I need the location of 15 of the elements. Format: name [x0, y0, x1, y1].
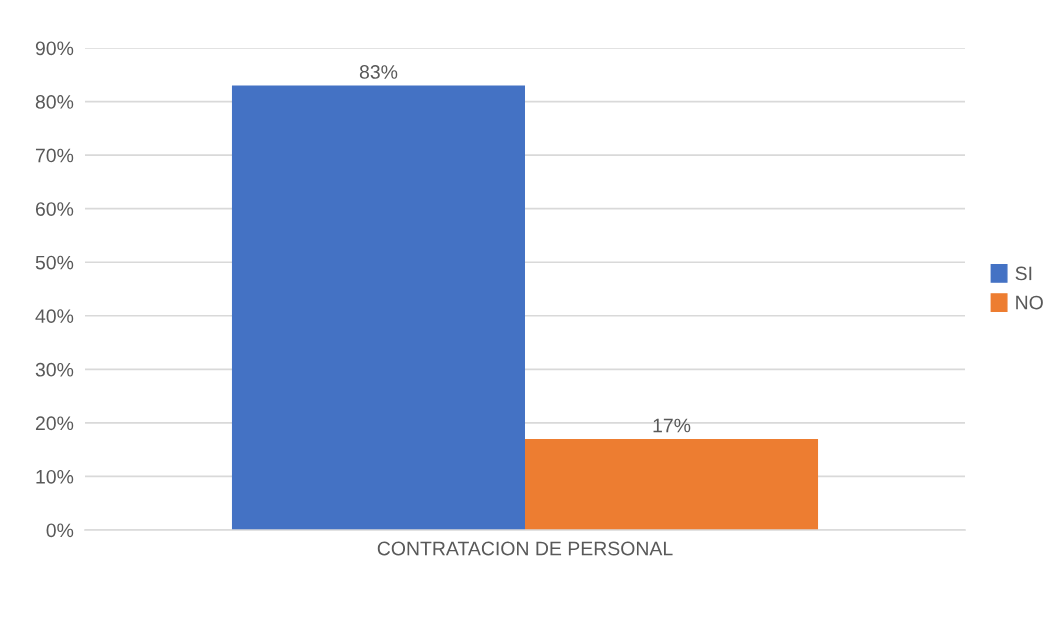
y-tick-label: 70%: [35, 148, 74, 163]
y-tick-label: 90%: [35, 41, 74, 56]
y-tick-label: 10%: [36, 469, 74, 484]
data-label: 83%: [359, 65, 398, 79]
data-label: 17%: [653, 418, 691, 433]
y-tick-label: 60%: [35, 202, 74, 216]
y-tick-label: 0%: [46, 523, 74, 538]
y-tick-label: 30%: [35, 362, 74, 377]
y-tick-label: 20%: [35, 416, 74, 431]
y-tick-label: 50%: [35, 255, 74, 270]
legend-label: NO: [1016, 295, 1043, 310]
y-tick-label: 40%: [35, 309, 74, 324]
legend-label: SI: [1015, 266, 1032, 281]
y-tick-label: 80%: [35, 95, 74, 109]
x-tick-label: CONTRATACION DE PERSONAL: [377, 541, 673, 556]
